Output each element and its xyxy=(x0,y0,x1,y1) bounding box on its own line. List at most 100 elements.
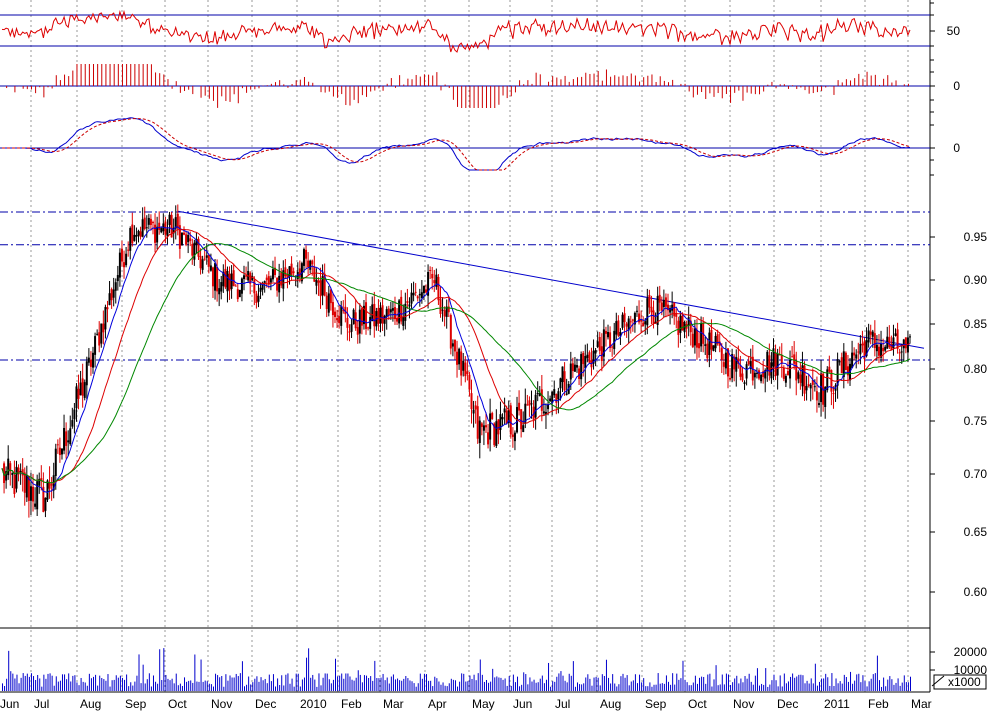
histogram-bar xyxy=(390,78,392,86)
histogram-bar xyxy=(862,78,864,86)
candle-body xyxy=(311,260,314,265)
histogram-bar xyxy=(800,86,802,88)
candle-body xyxy=(9,463,12,472)
histogram-bar xyxy=(523,84,525,86)
candle-body xyxy=(836,359,839,386)
histogram-bar xyxy=(668,82,670,86)
candle-body xyxy=(495,421,498,446)
candle-body xyxy=(681,315,684,331)
candle-body xyxy=(259,287,262,292)
candle-body xyxy=(242,275,245,280)
candle-body xyxy=(350,324,353,332)
volume-bar xyxy=(68,673,70,691)
candle-body xyxy=(714,335,717,349)
volume-bar xyxy=(208,683,210,691)
volume-bar xyxy=(661,683,663,691)
volume-bar xyxy=(266,683,268,691)
volume-bar xyxy=(421,678,423,691)
volume-bar xyxy=(428,680,430,691)
volume-bar xyxy=(386,677,388,691)
candle-body xyxy=(139,231,142,237)
candle-body xyxy=(813,386,816,388)
volume-bar xyxy=(432,686,434,691)
volume-bar xyxy=(291,678,293,691)
candle-body xyxy=(544,411,547,415)
candle-body xyxy=(365,302,368,329)
moving-average-line xyxy=(1,226,911,493)
histogram-bar xyxy=(754,86,756,95)
candle-body xyxy=(807,384,810,386)
volume-bar xyxy=(719,684,721,691)
volume-bar xyxy=(543,683,545,691)
month-label: Oct xyxy=(168,697,187,711)
volume-bar xyxy=(12,673,14,691)
histogram-bar xyxy=(564,75,566,86)
volume-bar xyxy=(556,676,558,691)
volume-bar xyxy=(16,674,18,691)
volume-unit-box xyxy=(933,674,987,690)
candle-body xyxy=(803,365,806,394)
candle-body xyxy=(584,355,587,369)
candle-body xyxy=(352,309,355,325)
histogram-bar xyxy=(353,86,355,100)
volume-bar xyxy=(792,673,794,691)
candle-body xyxy=(474,405,477,410)
volume-bar xyxy=(233,677,235,691)
histogram-bar xyxy=(175,81,177,86)
volume-bar xyxy=(200,659,202,691)
volume-bar xyxy=(845,677,847,691)
candle-body xyxy=(619,331,622,337)
volume-bar xyxy=(523,672,525,691)
candle-body xyxy=(817,403,820,405)
volume-bar xyxy=(403,678,405,691)
candle-body xyxy=(733,356,736,370)
candle-body xyxy=(743,382,746,384)
volume-bar xyxy=(531,681,533,691)
volume-bar xyxy=(35,679,37,691)
volume-bar xyxy=(907,682,909,691)
candle-body xyxy=(325,295,328,309)
candle-body xyxy=(226,270,229,292)
volume-bar xyxy=(37,674,39,691)
candle-body xyxy=(11,472,14,476)
candle-body xyxy=(698,343,701,349)
histogram-bar xyxy=(531,83,533,86)
volume-bar xyxy=(756,668,758,691)
volume-bar xyxy=(500,677,502,691)
histogram-bar xyxy=(159,73,161,86)
candle-body xyxy=(662,299,665,308)
volume-bar xyxy=(841,683,843,691)
histogram-bar xyxy=(490,86,492,108)
candle-body xyxy=(249,272,252,284)
candle-body xyxy=(435,274,438,287)
volume-bar xyxy=(111,680,113,691)
volume-bar xyxy=(283,685,285,691)
volume-bar xyxy=(256,676,258,691)
volume-bar xyxy=(881,686,883,691)
volume-bar xyxy=(665,675,667,691)
histogram-bar xyxy=(200,86,202,98)
volume-bar xyxy=(581,684,583,691)
candle-body xyxy=(815,391,818,401)
histogram-bar xyxy=(850,80,852,86)
volume-bar xyxy=(332,679,334,691)
histogram-bar xyxy=(291,84,293,86)
volume-bar xyxy=(306,657,308,691)
candle-body xyxy=(524,403,527,424)
candle-body xyxy=(154,224,157,243)
candle-body xyxy=(542,411,545,414)
histogram-bar xyxy=(370,86,372,92)
histogram-bar xyxy=(64,74,66,86)
candle-body xyxy=(71,420,74,427)
histogram-bar xyxy=(130,64,132,86)
volume-bar xyxy=(51,675,53,691)
volume-bar xyxy=(423,673,425,691)
volume-bar xyxy=(802,675,804,691)
candle-body xyxy=(420,292,423,299)
candle-body xyxy=(156,226,159,243)
volume-bar xyxy=(777,686,779,691)
histogram-bar xyxy=(734,86,736,93)
candle-body xyxy=(265,277,268,281)
volume-bar xyxy=(498,677,500,691)
histogram-bar xyxy=(88,64,90,86)
